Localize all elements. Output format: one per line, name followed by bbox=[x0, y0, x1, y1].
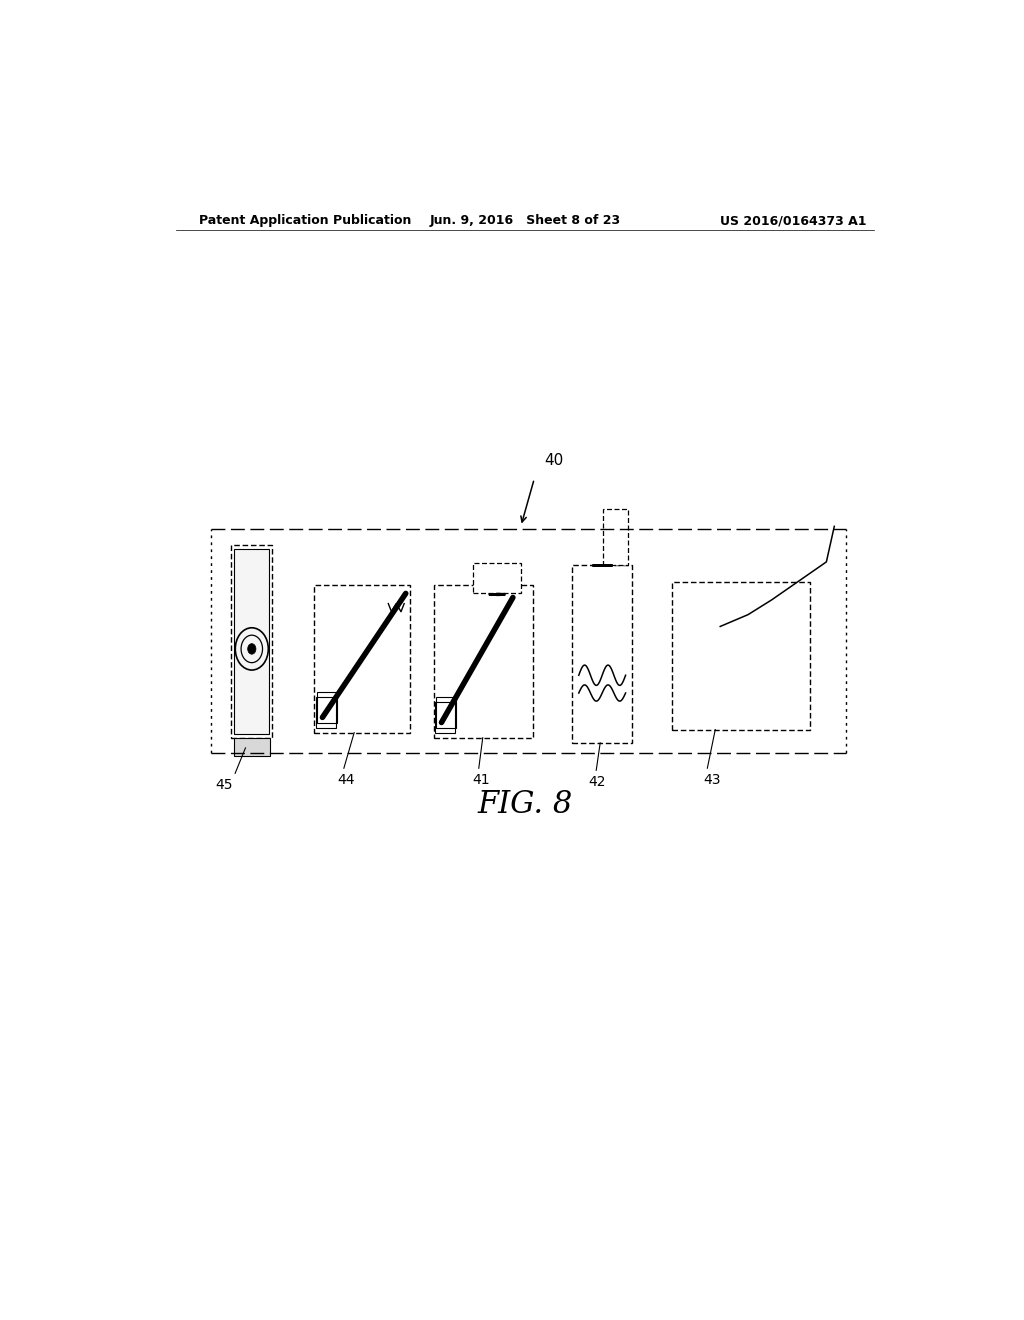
Circle shape bbox=[248, 644, 256, 655]
Text: 44: 44 bbox=[338, 774, 355, 787]
Text: Patent Application Publication: Patent Application Publication bbox=[200, 214, 412, 227]
Bar bbox=[233, 738, 270, 756]
Text: FIG. 8: FIG. 8 bbox=[477, 788, 572, 820]
Bar bbox=[433, 585, 532, 738]
Text: Jun. 9, 2016   Sheet 8 of 23: Jun. 9, 2016 Sheet 8 of 23 bbox=[429, 214, 621, 227]
Text: 43: 43 bbox=[703, 774, 721, 787]
Text: 41: 41 bbox=[472, 774, 490, 787]
Text: 40: 40 bbox=[545, 453, 564, 469]
Text: 42: 42 bbox=[588, 775, 606, 789]
Bar bbox=[234, 549, 269, 734]
Bar bbox=[602, 510, 628, 565]
Bar bbox=[435, 702, 455, 733]
Bar bbox=[672, 582, 811, 730]
Text: US 2016/0164373 A1: US 2016/0164373 A1 bbox=[720, 214, 866, 227]
Bar bbox=[572, 565, 632, 743]
Bar bbox=[473, 562, 521, 594]
Bar bbox=[316, 697, 336, 727]
Bar bbox=[231, 545, 272, 738]
Bar bbox=[314, 585, 410, 733]
Text: 45: 45 bbox=[215, 779, 232, 792]
